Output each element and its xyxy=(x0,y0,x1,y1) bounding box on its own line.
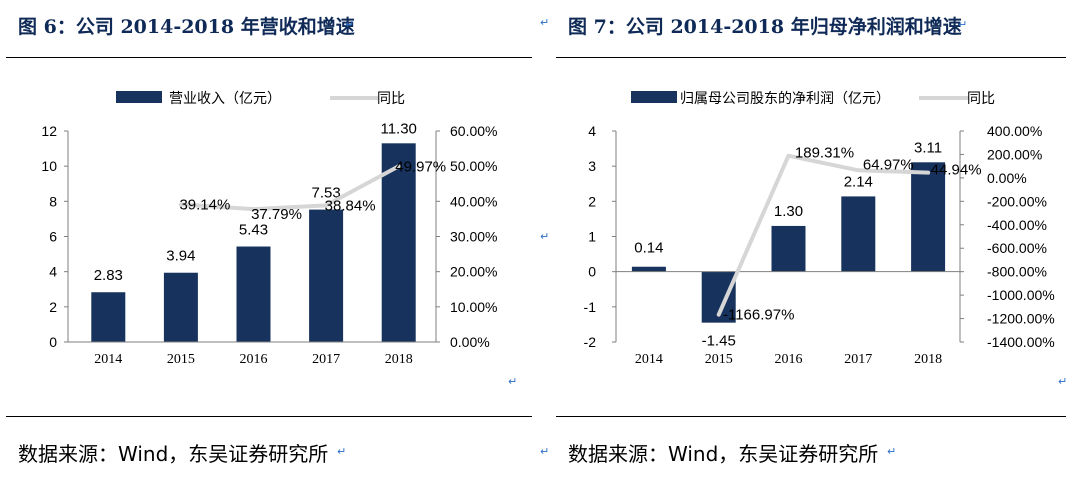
return-mark: ↵ xyxy=(345,18,355,31)
chart2-bar-2016 xyxy=(771,225,806,272)
chart1-bar-2015 xyxy=(163,272,198,342)
chart2-x-tick-2018: 2018 xyxy=(914,352,942,367)
bottom-divider-right xyxy=(556,416,1066,417)
chart1-line-label-2018: 49.97% xyxy=(395,158,446,175)
chart2-y-right-tick: 400.00% xyxy=(987,123,1042,139)
chart1-y-right-tick: 0.00% xyxy=(450,334,490,350)
chart1-legend-bar-swatch xyxy=(116,91,162,103)
chart1-x-tick-2018: 2018 xyxy=(385,352,413,367)
return-mark: ↵ xyxy=(337,445,347,458)
chart1-y-right-tick: 40.00% xyxy=(450,193,497,209)
chart1-x-tick-2016: 2016 xyxy=(240,352,268,367)
chart2-y-right-tick: -800.00% xyxy=(987,264,1047,280)
chart2-y-right-tick: -400.00% xyxy=(987,217,1047,233)
return-mark: ↵ xyxy=(540,230,550,243)
chart2-bar-label-2016: 1.30 xyxy=(774,203,803,220)
chart2-x-tick-2014: 2014 xyxy=(635,352,663,367)
chart2-y-left-tick: 4 xyxy=(588,123,596,139)
chart2-bar-2014 xyxy=(631,266,666,272)
chart2-legend-line-label: 同比 xyxy=(967,91,995,107)
chart1-bar-label-2017: 7.53 xyxy=(311,185,340,202)
chart1-line-label-2017: 38.84% xyxy=(325,197,376,214)
chart2-line-label-2016: 189.31% xyxy=(795,145,854,162)
chart2-y-left-tick: -1 xyxy=(584,299,597,315)
chart2-x-tick-2017: 2017 xyxy=(844,352,872,367)
chart1-y-left-tick: 6 xyxy=(49,229,57,245)
chart1-legend-line-label: 同比 xyxy=(377,91,405,107)
bottom-divider-left xyxy=(6,416,532,417)
chart1-line-label-2016: 37.79% xyxy=(251,206,302,223)
chart2-legend-bar-label: 归属母公司股东的净利润（亿元） xyxy=(680,90,890,107)
chart1-bar-label-2016: 5.43 xyxy=(239,222,268,239)
chart1-bar-label-2018: 11.30 xyxy=(380,120,416,137)
return-mark: ↵ xyxy=(540,445,550,458)
return-mark: ↵ xyxy=(958,18,968,31)
chart1-x-tick-2015: 2015 xyxy=(167,352,195,367)
top-divider-right xyxy=(556,57,1066,58)
chart2-bar-2018 xyxy=(911,162,946,272)
return-mark: ↵ xyxy=(887,445,897,458)
chart2-bar-2017 xyxy=(841,196,876,272)
chart-2-source: 数据来源：Wind，东吴证券研究所 xyxy=(568,442,879,466)
chart-1-source: 数据来源：Wind，东吴证券研究所 xyxy=(18,442,329,466)
chart1-y-right-tick: 20.00% xyxy=(450,264,497,280)
chart2-y-right-tick: -1200.00% xyxy=(987,311,1055,327)
chart1-line-label-2015: 39.14% xyxy=(179,196,230,213)
return-mark: ↵ xyxy=(1058,375,1068,388)
chart1-y-right-tick: 30.00% xyxy=(450,229,497,245)
chart1-y-right-tick: 60.00% xyxy=(450,123,497,139)
return-mark: ↵ xyxy=(508,375,518,388)
chart1-bar-2018 xyxy=(381,143,416,342)
chart1-bar-label-2014: 2.83 xyxy=(94,267,123,284)
chart2-y-right-tick: -1400.00% xyxy=(987,334,1055,350)
chart1-bar-2017 xyxy=(309,209,344,342)
chart2-y-right-tick: -600.00% xyxy=(987,240,1047,256)
chart-2-title: 图 7：公司 2014-2018 年归母净利润和增速 xyxy=(568,16,962,38)
chart2-y-right-tick: 200.00% xyxy=(987,146,1042,162)
chart-2-net-profit: 归属母公司股东的净利润（亿元） 同比 -2 -1 0 1 2 3 4 -1400.00% -1200… xyxy=(584,90,1055,367)
chart1-x-tick-2014: 2014 xyxy=(94,352,122,367)
chart1-legend-bar-label: 营业收入（亿元） xyxy=(169,91,281,107)
return-mark: ↵ xyxy=(540,16,550,29)
chart2-y-right-tick: 0.00% xyxy=(987,170,1027,186)
chart1-y-left-tick: 8 xyxy=(49,193,57,209)
chart2-bar-label-2017: 2.14 xyxy=(844,173,873,190)
chart2-x-tick-2015: 2015 xyxy=(705,352,733,367)
chart1-yoy-line xyxy=(178,164,401,212)
chart2-line-label-2015: -1166.97% xyxy=(723,307,794,324)
chart2-y-left-tick: 0 xyxy=(588,264,596,280)
chart1-y-left-tick: 2 xyxy=(49,299,57,315)
chart2-bar-label-2018: 3.11 xyxy=(914,139,942,156)
chart1-bar-label-2015: 3.94 xyxy=(166,248,195,265)
chart-1-revenue: 营业收入（亿元） 同比 0 2 4 6 8 10 12 0.00% 10.00% 20.00% 30.0… xyxy=(41,91,497,367)
chart2-bar-label-2015: -1.45 xyxy=(702,333,736,350)
chart2-line-label-2017: 64.97% xyxy=(863,156,914,173)
chart2-y-left-tick: 1 xyxy=(588,229,596,245)
chart2-x-tick-2016: 2016 xyxy=(775,352,803,367)
chart2-y-left-tick: 3 xyxy=(588,158,596,174)
chart2-bar-label-2014: 0.14 xyxy=(634,240,663,257)
chart2-y-right-tick: -1000.00% xyxy=(987,287,1055,303)
chart1-y-right-tick: 50.00% xyxy=(450,158,497,174)
chart1-bar-2014 xyxy=(91,292,126,342)
chart2-y-right-tick: -200.00% xyxy=(987,193,1047,209)
chart2-yoy-line xyxy=(716,153,931,317)
chart2-y-left-tick: -2 xyxy=(584,334,597,350)
chart1-y-left-tick: 4 xyxy=(49,264,57,280)
chart1-y-left-tick: 10 xyxy=(41,158,57,174)
chart-1-title: 图 6：公司 2014-2018 年营收和增速 xyxy=(18,16,355,38)
chart2-line-label-2018: 44.94% xyxy=(931,162,982,179)
chart1-bar-2016 xyxy=(236,246,271,342)
chart1-y-right-tick: 10.00% xyxy=(450,299,497,315)
chart1-y-left-tick: 0 xyxy=(49,334,57,350)
top-divider-left xyxy=(6,57,532,58)
chart1-x-tick-2017: 2017 xyxy=(312,352,340,367)
chart1-y-left-tick: 12 xyxy=(41,123,57,139)
chart2-legend-bar-swatch xyxy=(631,91,677,103)
chart2-y-left-tick: 2 xyxy=(588,193,596,209)
